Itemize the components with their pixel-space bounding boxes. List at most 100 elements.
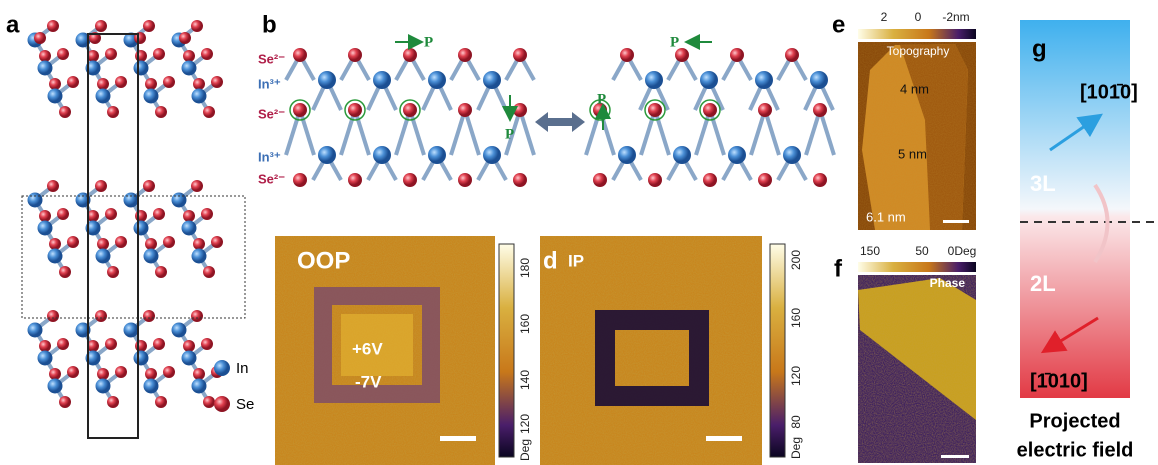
atom: [428, 146, 446, 164]
atom: [513, 173, 527, 187]
ion-label: In³⁺: [258, 149, 281, 164]
atom: [47, 20, 59, 32]
annotation: +6V: [352, 339, 383, 358]
colorbar: [858, 262, 976, 272]
atom: [203, 266, 215, 278]
atom: [620, 48, 634, 62]
atom: [97, 368, 109, 380]
atom: [28, 193, 43, 208]
atom: [318, 71, 336, 89]
atom: [153, 338, 165, 350]
atom: [105, 48, 117, 60]
annotation: -7V: [355, 372, 382, 391]
layer: 3L: [1030, 171, 1056, 196]
atom: [124, 193, 139, 208]
atom: [211, 76, 223, 88]
atom: [458, 173, 472, 187]
bond: [465, 110, 479, 155]
atom: [191, 310, 203, 322]
caption: electric field: [1017, 439, 1134, 461]
atom: [59, 106, 71, 118]
bond: [520, 110, 534, 155]
atom: [813, 103, 827, 117]
atom: [67, 76, 79, 88]
atom: [144, 379, 159, 394]
legend-label: In: [236, 360, 249, 377]
atom: [758, 173, 772, 187]
polarization: P: [505, 126, 514, 142]
atom: [183, 50, 195, 62]
caption: Projected: [1029, 410, 1120, 432]
atom: [373, 71, 391, 89]
atom: [95, 180, 107, 192]
atom: [115, 236, 127, 248]
legend-label: Se: [236, 396, 254, 413]
direction: [101̄0]: [1080, 81, 1138, 103]
polarization: P: [670, 34, 679, 50]
atom: [97, 238, 109, 250]
atom: [755, 71, 773, 89]
polarization: P: [597, 91, 606, 107]
atom: [95, 20, 107, 32]
colorbar-tick: 140: [518, 370, 532, 390]
atom: [145, 78, 157, 90]
atom: [403, 103, 417, 117]
atom: [143, 180, 155, 192]
colorbar-label: -2nm: [942, 10, 969, 24]
colorbar-label: 0: [915, 10, 922, 24]
atom: [193, 238, 205, 250]
atom: [59, 396, 71, 408]
atom: [758, 103, 772, 117]
atom: [134, 221, 149, 236]
ion-label: In³⁺: [258, 76, 281, 91]
atom: [135, 340, 147, 352]
atom: [105, 208, 117, 220]
atom: [38, 351, 53, 366]
atom: [730, 48, 744, 62]
atom: [38, 221, 53, 236]
atom: [201, 338, 213, 350]
atom: [348, 103, 362, 117]
figure: a In Se b Se²⁻ In³⁺ Se²⁻ In³⁺ Se²⁻ P P P…: [0, 0, 1158, 465]
colorbar-label: 2: [881, 10, 888, 24]
colorbar: [858, 29, 976, 39]
atom: [97, 78, 109, 90]
atom: [47, 310, 59, 322]
atom: [134, 61, 149, 76]
legend-in: [214, 360, 230, 376]
atom: [47, 180, 59, 192]
atom: [95, 310, 107, 322]
atom: [124, 323, 139, 338]
panel-label: f: [834, 255, 843, 282]
atom: [593, 173, 607, 187]
atom: [172, 193, 187, 208]
colorbar-unit: Deg: [789, 437, 803, 459]
atom: [673, 146, 691, 164]
atom: [49, 368, 61, 380]
atom: [57, 208, 69, 220]
bond: [751, 110, 765, 155]
ion-label: Se²⁻: [258, 171, 285, 186]
colorbar-tick: 120: [518, 414, 532, 434]
atom: [144, 249, 159, 264]
panel-label: d: [543, 247, 558, 274]
atom: [458, 48, 472, 62]
atom: [49, 78, 61, 90]
atom: [135, 50, 147, 62]
colorbar-label: 0Deg: [948, 244, 977, 258]
annotation: 6.1 nm: [866, 209, 906, 224]
atom: [783, 146, 801, 164]
atom: [810, 71, 828, 89]
colorbar: [499, 244, 514, 457]
atom: [49, 238, 61, 250]
atom: [48, 379, 63, 394]
atom: [107, 396, 119, 408]
afm-noise: [858, 42, 976, 230]
bond: [765, 110, 779, 155]
atom: [348, 173, 362, 187]
atom: [34, 32, 46, 44]
atom: [648, 103, 662, 117]
annotation: 4 nm: [900, 81, 929, 96]
atom: [145, 368, 157, 380]
atom: [107, 106, 119, 118]
